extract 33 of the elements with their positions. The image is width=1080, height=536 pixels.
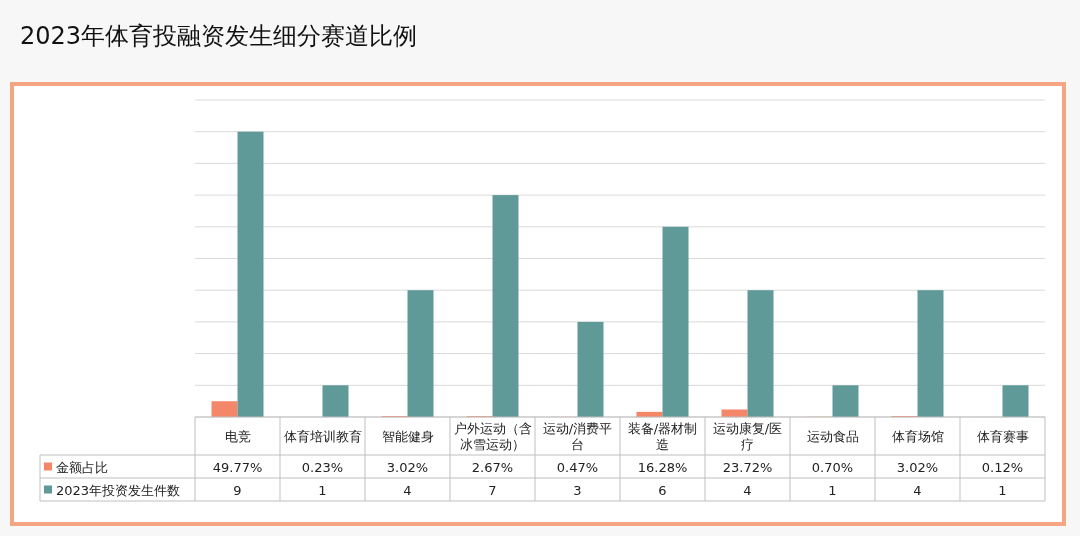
data-label: 4 <box>913 482 922 498</box>
data-label: 1 <box>828 482 837 498</box>
x-tick-label: 装备/器材制造 <box>627 421 698 452</box>
data-label: 3.02% <box>896 459 939 475</box>
data-label: 3.02% <box>386 459 429 475</box>
data-label: 3 <box>573 482 582 498</box>
legend-label: 2023年投资发生件数 <box>56 482 181 498</box>
chart-title: 2023年体育投融资发生细分赛道比例 <box>20 22 418 50</box>
data-label: 49.77% <box>212 459 263 475</box>
x-tick-label: 智能健身 <box>381 429 434 444</box>
data-label: 4 <box>403 482 412 498</box>
data-label: 1 <box>318 482 327 498</box>
data-label: 2.67% <box>471 459 514 475</box>
data-label: 0.47% <box>556 459 599 475</box>
x-tick-label: 体育赛事 <box>976 429 1029 444</box>
data-label: 23.72% <box>722 459 773 475</box>
data-label: 0.23% <box>301 459 344 475</box>
x-tick-label: 体育培训教育 <box>283 429 362 444</box>
x-tick-label: 体育场馆 <box>891 429 944 444</box>
data-label: 6 <box>658 482 667 498</box>
data-label: 0.70% <box>811 459 854 475</box>
data-label: 16.28% <box>637 459 688 475</box>
legend-label: 金额占比 <box>56 459 108 475</box>
x-tick-label: 运动康复/医疗 <box>712 421 783 452</box>
x-tick-label: 户外运动（含冰雪运动） <box>453 421 532 452</box>
data-label: 1 <box>998 482 1007 498</box>
data-label: 7 <box>488 482 497 498</box>
data-label: 0.12% <box>981 459 1024 475</box>
data-label: 4 <box>743 482 752 498</box>
x-tick-label: 运动食品 <box>806 429 859 444</box>
data-label: 9 <box>233 482 242 498</box>
x-tick-label: 运动/消费平台 <box>542 421 613 452</box>
x-tick-label: 电竞 <box>224 429 251 444</box>
